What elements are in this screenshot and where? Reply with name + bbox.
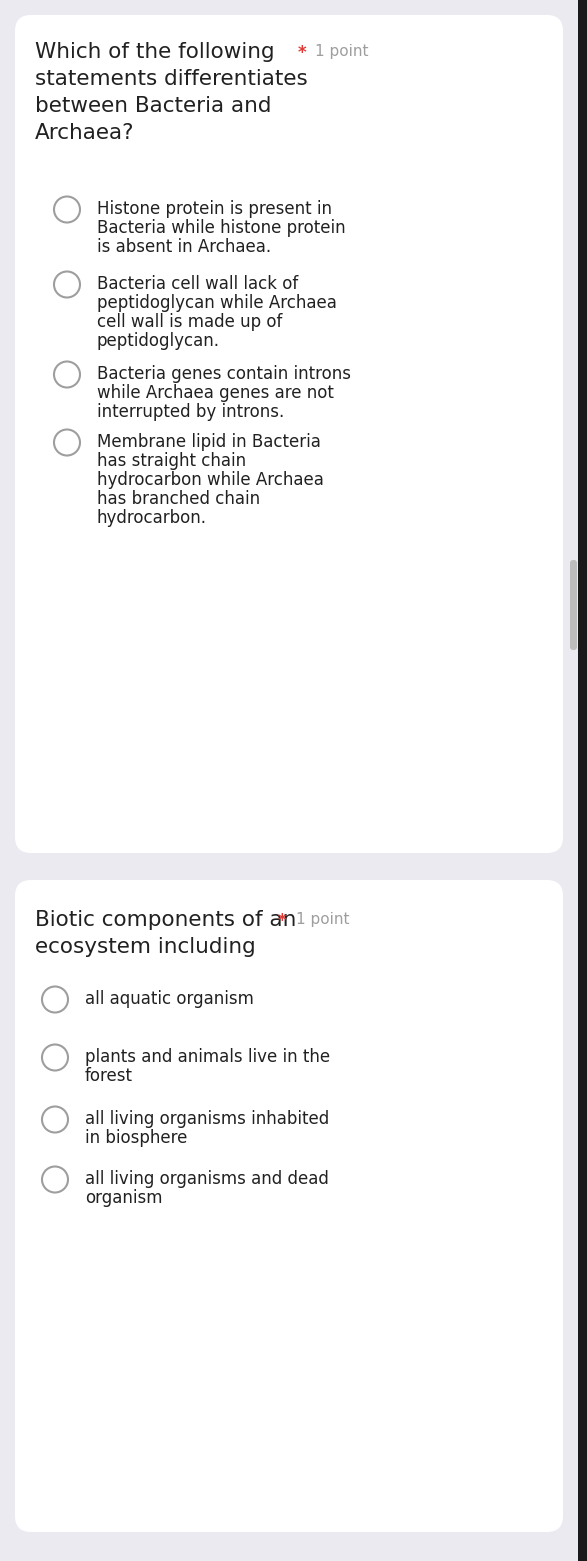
- Text: *: *: [278, 912, 286, 930]
- Text: all living organisms and dead: all living organisms and dead: [85, 1171, 329, 1188]
- Text: peptidoglycan while Archaea: peptidoglycan while Archaea: [97, 293, 337, 312]
- Bar: [578, 0, 587, 1561]
- Text: plants and animals live in the: plants and animals live in the: [85, 1047, 330, 1066]
- Text: cell wall is made up of: cell wall is made up of: [97, 314, 282, 331]
- FancyBboxPatch shape: [15, 16, 563, 852]
- Text: forest: forest: [85, 1068, 133, 1085]
- Text: all living organisms inhabited: all living organisms inhabited: [85, 1110, 329, 1129]
- FancyBboxPatch shape: [15, 880, 563, 1531]
- Text: Biotic components of an: Biotic components of an: [35, 910, 296, 930]
- Text: is absent in Archaea.: is absent in Archaea.: [97, 237, 271, 256]
- Text: peptidoglycan.: peptidoglycan.: [97, 332, 220, 350]
- Text: hydrocarbon.: hydrocarbon.: [97, 509, 207, 528]
- Text: interrupted by introns.: interrupted by introns.: [97, 403, 284, 421]
- Text: hydrocarbon while Archaea: hydrocarbon while Archaea: [97, 471, 324, 489]
- Text: in biosphere: in biosphere: [85, 1129, 187, 1147]
- Text: has branched chain: has branched chain: [97, 490, 260, 507]
- Text: Bacteria genes contain introns: Bacteria genes contain introns: [97, 365, 351, 382]
- FancyBboxPatch shape: [570, 560, 577, 649]
- Text: Bacteria cell wall lack of: Bacteria cell wall lack of: [97, 275, 298, 293]
- Text: between Bacteria and: between Bacteria and: [35, 95, 272, 116]
- Text: Membrane lipid in Bacteria: Membrane lipid in Bacteria: [97, 432, 321, 451]
- Text: *: *: [298, 44, 306, 62]
- Text: Archaea?: Archaea?: [35, 123, 134, 144]
- Text: ecosystem including: ecosystem including: [35, 937, 256, 957]
- Text: Bacteria while histone protein: Bacteria while histone protein: [97, 219, 346, 237]
- Text: all aquatic organism: all aquatic organism: [85, 990, 254, 1008]
- Text: while Archaea genes are not: while Archaea genes are not: [97, 384, 334, 403]
- Text: 1 point: 1 point: [315, 44, 369, 59]
- Text: organism: organism: [85, 1189, 163, 1207]
- Text: Which of the following: Which of the following: [35, 42, 275, 62]
- Text: has straight chain: has straight chain: [97, 453, 246, 470]
- Text: Histone protein is present in: Histone protein is present in: [97, 200, 332, 219]
- Text: statements differentiates: statements differentiates: [35, 69, 308, 89]
- Text: 1 point: 1 point: [296, 912, 349, 927]
